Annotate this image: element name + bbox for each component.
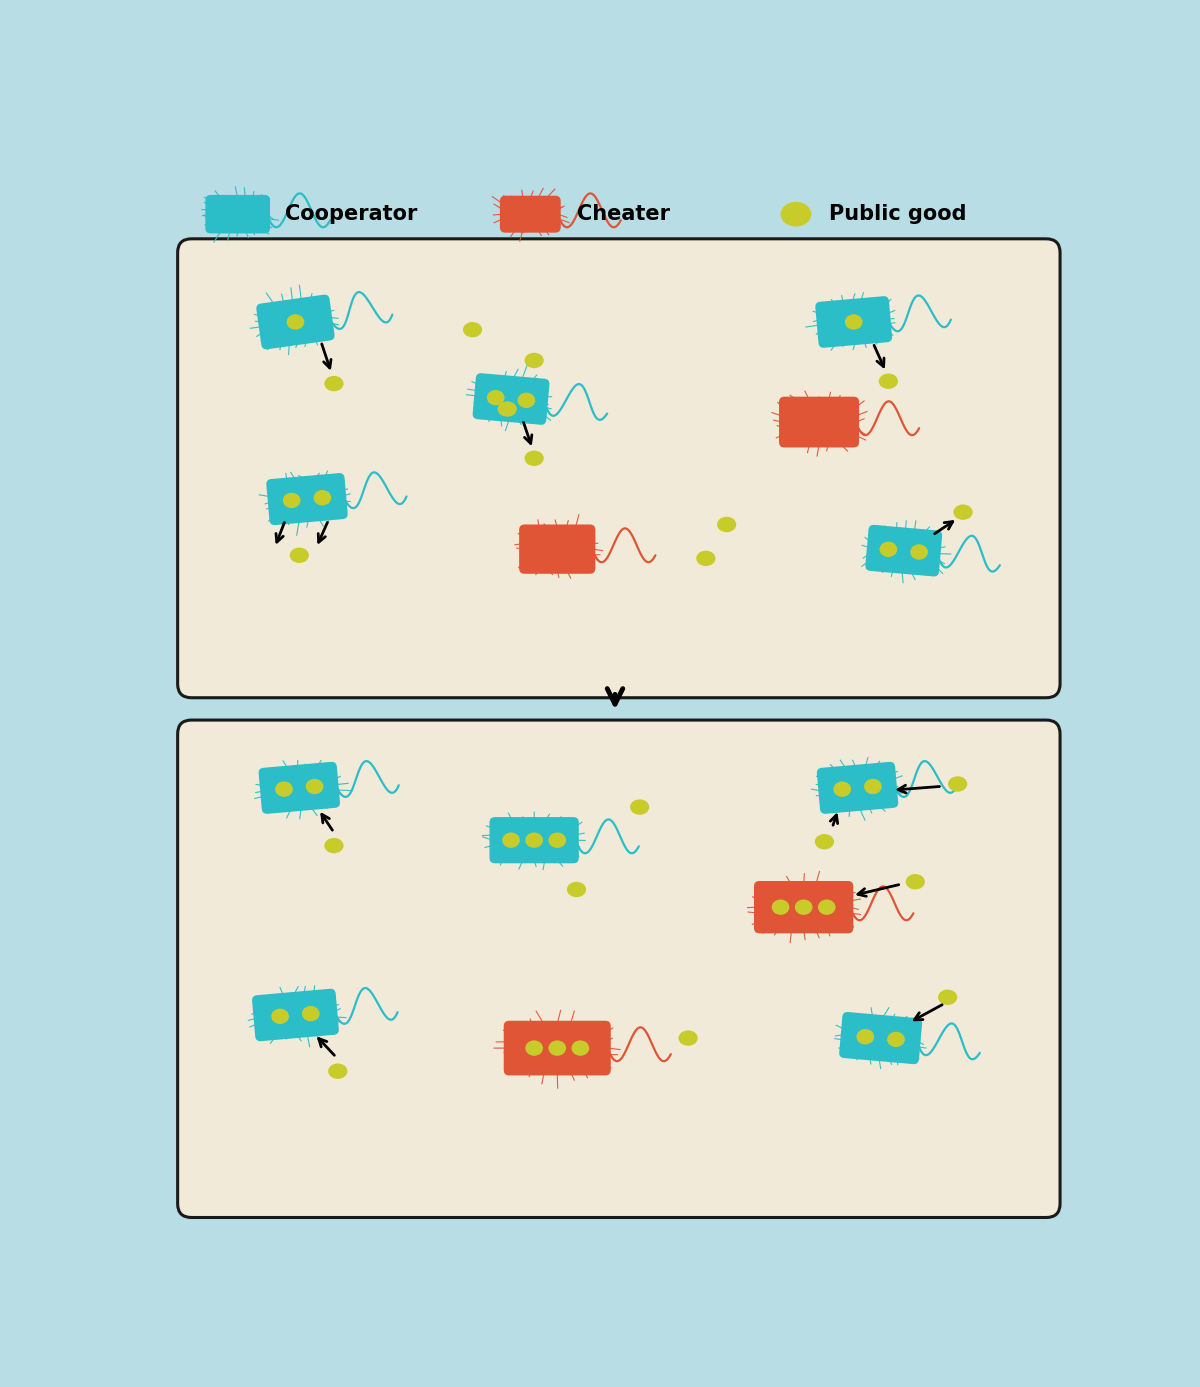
Ellipse shape — [906, 874, 925, 889]
Ellipse shape — [818, 900, 835, 915]
Ellipse shape — [548, 832, 566, 847]
Ellipse shape — [283, 492, 300, 508]
Ellipse shape — [718, 517, 737, 533]
FancyBboxPatch shape — [520, 524, 595, 574]
FancyBboxPatch shape — [500, 196, 560, 233]
Ellipse shape — [833, 781, 851, 798]
Ellipse shape — [302, 1006, 319, 1021]
Ellipse shape — [630, 799, 649, 814]
Ellipse shape — [880, 542, 898, 558]
FancyBboxPatch shape — [178, 720, 1060, 1218]
Ellipse shape — [289, 548, 308, 563]
Ellipse shape — [328, 1064, 348, 1079]
Ellipse shape — [498, 401, 517, 416]
Ellipse shape — [571, 1040, 589, 1056]
Ellipse shape — [324, 838, 343, 853]
Ellipse shape — [878, 373, 898, 388]
FancyBboxPatch shape — [779, 397, 859, 448]
Ellipse shape — [524, 352, 544, 368]
Ellipse shape — [938, 989, 958, 1006]
Text: Cooperator: Cooperator — [286, 204, 418, 225]
Ellipse shape — [502, 832, 520, 847]
Ellipse shape — [954, 505, 973, 520]
Ellipse shape — [548, 1040, 566, 1056]
FancyBboxPatch shape — [815, 297, 892, 348]
Ellipse shape — [911, 544, 928, 560]
FancyBboxPatch shape — [839, 1013, 922, 1064]
FancyBboxPatch shape — [504, 1021, 611, 1075]
Ellipse shape — [780, 203, 811, 226]
FancyBboxPatch shape — [817, 761, 899, 814]
Ellipse shape — [487, 390, 504, 405]
FancyBboxPatch shape — [258, 761, 340, 814]
Ellipse shape — [696, 551, 715, 566]
Ellipse shape — [772, 900, 790, 915]
Ellipse shape — [857, 1029, 874, 1044]
FancyBboxPatch shape — [754, 881, 853, 933]
FancyBboxPatch shape — [266, 473, 348, 526]
FancyBboxPatch shape — [178, 239, 1060, 698]
Ellipse shape — [948, 777, 967, 792]
FancyBboxPatch shape — [865, 524, 942, 577]
FancyBboxPatch shape — [257, 294, 335, 350]
Ellipse shape — [306, 778, 324, 795]
FancyBboxPatch shape — [252, 989, 338, 1042]
Ellipse shape — [526, 832, 544, 847]
Ellipse shape — [887, 1032, 905, 1047]
Text: Cheater: Cheater — [576, 204, 670, 225]
Ellipse shape — [566, 882, 586, 897]
Ellipse shape — [275, 781, 293, 798]
Ellipse shape — [524, 451, 544, 466]
Ellipse shape — [864, 778, 882, 795]
FancyBboxPatch shape — [205, 196, 270, 233]
Ellipse shape — [517, 393, 535, 408]
Ellipse shape — [324, 376, 343, 391]
Ellipse shape — [845, 315, 863, 330]
Text: Public good: Public good — [829, 204, 966, 225]
Ellipse shape — [271, 1008, 289, 1024]
Ellipse shape — [313, 490, 331, 505]
FancyBboxPatch shape — [473, 373, 550, 424]
Ellipse shape — [287, 315, 305, 330]
Ellipse shape — [794, 900, 812, 915]
Ellipse shape — [815, 834, 834, 849]
Ellipse shape — [463, 322, 482, 337]
Ellipse shape — [526, 1040, 544, 1056]
FancyBboxPatch shape — [490, 817, 578, 863]
Ellipse shape — [678, 1031, 697, 1046]
